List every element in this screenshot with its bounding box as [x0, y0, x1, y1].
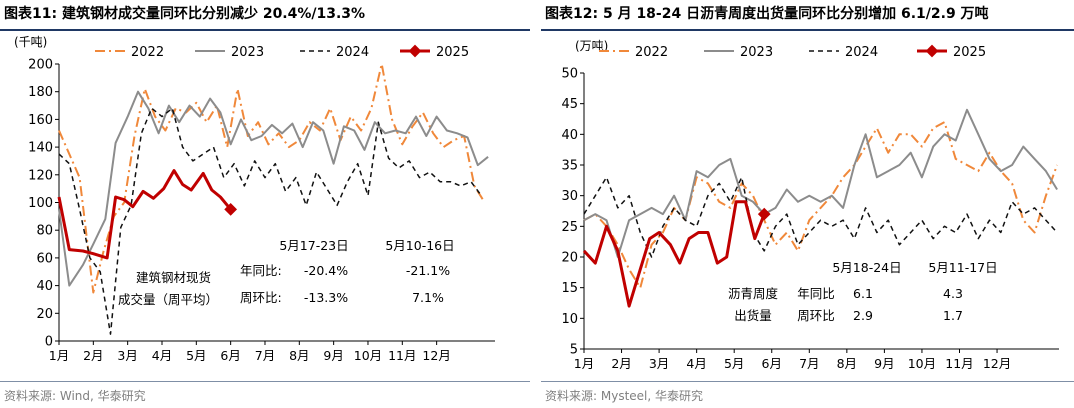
- right-series-line-2023: [583, 108, 1058, 258]
- left-table-value-previous: 7.1%: [412, 290, 444, 305]
- right-table-row-label: 出货量: [734, 308, 772, 323]
- left-legend-marker-2025: [408, 44, 422, 58]
- left-x-tick-label: 4月: [152, 348, 172, 363]
- left-series-line-2023: [58, 90, 489, 287]
- left-x-tick-label: 2月: [83, 348, 103, 363]
- left-x-tick-label: 5月: [186, 348, 206, 363]
- right-y-tick-label: 10: [561, 312, 578, 327]
- left-y-tick-label: 100: [28, 196, 53, 211]
- left-x-tick-label: 12月: [422, 348, 450, 363]
- left-source-rule: [0, 381, 530, 382]
- right-source-rule: [541, 381, 1074, 382]
- left-table-value-current: -13.3%: [304, 290, 348, 305]
- right-x-tick-label: 7月: [799, 356, 819, 371]
- right-x-tick-label: 10月: [908, 356, 936, 371]
- right-table-value-previous: 1.7: [943, 308, 963, 323]
- left-table-row-label: 年同比:: [240, 263, 282, 278]
- left-source-note: 资料来源: Wind, 华泰研究: [4, 389, 146, 403]
- left-y-tick-label: 120: [28, 168, 53, 183]
- left-table-side-label-2: 成交量（周平均）: [118, 292, 218, 307]
- left-x-tick-label: 8月: [289, 348, 309, 363]
- right-legend-label-2022: 2022: [635, 45, 668, 60]
- right-y-tick-label: 50: [561, 67, 578, 82]
- left-y-tick-label: 140: [28, 141, 53, 156]
- right-series-end-marker-2025: [757, 207, 771, 221]
- left-x-tick-label: 11月: [388, 348, 416, 363]
- right-y-tick-label: 45: [561, 97, 578, 112]
- right-y-axis-label: (万吨): [575, 39, 608, 53]
- left-x-tick-label: 9月: [323, 348, 343, 363]
- left-x-tick-label: 3月: [117, 348, 137, 363]
- left-x-tick-label: 7月: [255, 348, 275, 363]
- right-y-tick-label: 5: [570, 343, 578, 358]
- left-y-tick-label: 20: [36, 307, 53, 322]
- right-table-row-sublabel: 周环比: [797, 308, 835, 323]
- left-series-end-marker-2025: [224, 203, 238, 216]
- left-y-tick-label: 40: [36, 279, 53, 294]
- left-y-tick-label: 160: [28, 113, 53, 128]
- right-y-tick-label: 15: [561, 281, 578, 296]
- left-series-line-2025: [57, 169, 232, 260]
- left-legend-label-2025: 2025: [436, 45, 469, 60]
- right-table-row-sublabel: 年同比: [797, 286, 835, 301]
- right-chart-panel: 图表12: 5 月 18-24 日沥青周度出货量同环比分别增加 6.1/2.9 …: [541, 0, 1074, 408]
- right-table-value-current: 6.1: [853, 286, 873, 301]
- left-table-value-previous: -21.1%: [406, 263, 450, 278]
- left-legend-label-2023: 2023: [231, 45, 264, 60]
- right-legend-label-2024: 2024: [845, 45, 878, 60]
- right-y-tick-label: 35: [561, 159, 578, 174]
- left-title-rule: [0, 29, 530, 31]
- left-y-axis-label: (千吨): [14, 35, 47, 49]
- left-table-side-label-1: 建筑钢材现货: [136, 270, 211, 285]
- left-chart-title: 图表11: 建筑钢材成交量同环比分别减少 20.4%/13.3%: [4, 6, 366, 22]
- right-x-tick-label: 6月: [762, 356, 782, 371]
- right-series-line-2024: [583, 176, 1058, 258]
- left-legend-label-2024: 2024: [336, 45, 369, 60]
- right-series-line-2022: [583, 121, 1059, 289]
- right-legend-label-2023: 2023: [740, 45, 773, 60]
- left-series-line-2024: [58, 107, 482, 335]
- left-x-tick-label: 10月: [354, 348, 382, 363]
- left-y-tick-label: 200: [28, 58, 53, 73]
- left-y-tick-label: 0: [45, 335, 53, 350]
- left-table-row-label: 周环比:: [240, 290, 282, 305]
- right-x-tick-label: 8月: [837, 356, 857, 371]
- right-chart-title: 图表12: 5 月 18-24 日沥青周度出货量同环比分别增加 6.1/2.9 …: [545, 6, 989, 22]
- right-y-tick-label: 25: [561, 220, 578, 235]
- right-table-header-previous: 5月11-17日: [928, 260, 997, 275]
- right-title-rule: [541, 29, 1074, 31]
- right-legend-marker-2025: [925, 44, 939, 58]
- right-x-tick-label: 3月: [649, 356, 669, 371]
- right-y-tick-label: 20: [561, 251, 578, 266]
- right-x-tick-label: 12月: [983, 356, 1011, 371]
- left-series-line-2022: [58, 63, 486, 294]
- right-table-value-current: 2.9: [853, 308, 873, 323]
- right-table-row-label: 沥青周度: [728, 286, 779, 301]
- left-chart-svg: (千吨) 0 20 40 60 80 100 120 140 160 180 200 1月 2月 3月 4月 5…: [14, 35, 495, 363]
- right-x-tick-label: 4月: [686, 356, 706, 371]
- right-x-tick-label: 1月: [574, 356, 594, 371]
- left-y-tick-label: 60: [36, 251, 53, 266]
- left-x-tick-label: 1月: [49, 348, 69, 363]
- left-legend-label-2022: 2022: [131, 45, 164, 60]
- right-x-tick-label: 11月: [945, 356, 973, 371]
- left-y-tick-label: 180: [28, 85, 53, 100]
- right-x-tick-label: 5月: [724, 356, 744, 371]
- right-y-tick-label: 40: [561, 128, 578, 143]
- left-table-value-current: -20.4%: [304, 263, 348, 278]
- right-table-value-previous: 4.3: [943, 286, 963, 301]
- right-x-tick-label: 9月: [874, 356, 894, 371]
- right-source-note: 资料来源: Mysteel, 华泰研究: [545, 389, 703, 403]
- left-table-header-previous: 5月10-16日: [385, 238, 454, 253]
- right-x-tick-label: 2月: [611, 356, 631, 371]
- left-chart-panel: 图表11: 建筑钢材成交量同环比分别减少 20.4%/13.3% (千吨) 0 20…: [0, 0, 530, 408]
- right-legend-label-2025: 2025: [953, 45, 986, 60]
- right-table-header-current: 5月18-24日: [832, 260, 901, 275]
- right-series-line-2025: [582, 200, 766, 308]
- left-x-tick-label: 6月: [220, 348, 240, 363]
- left-table-header-current: 5月17-23日: [279, 238, 348, 253]
- left-y-tick-label: 80: [36, 224, 53, 239]
- right-y-tick-label: 30: [561, 189, 578, 204]
